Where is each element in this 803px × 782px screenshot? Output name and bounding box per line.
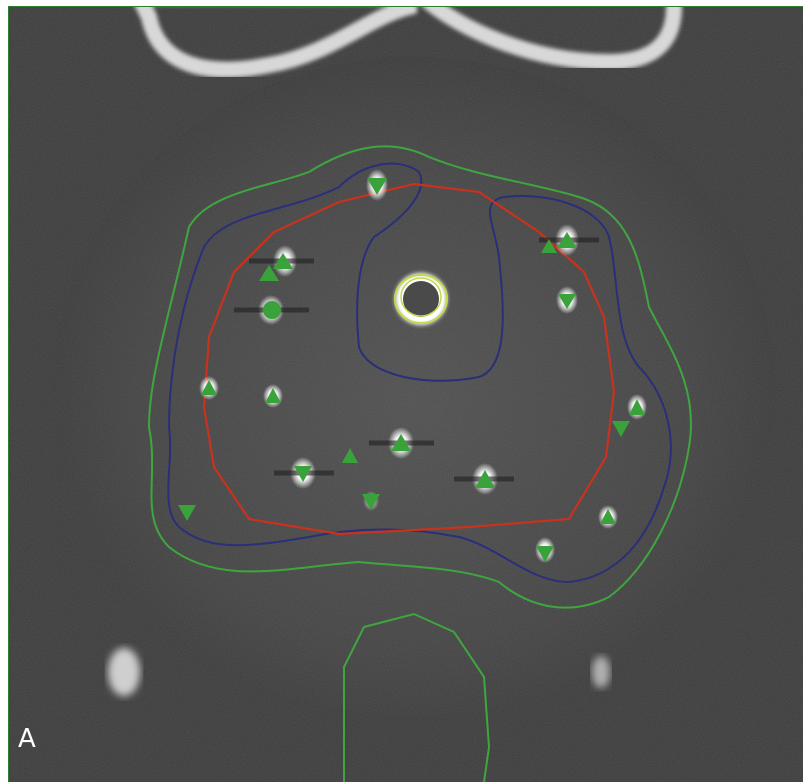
seed-marker-triangle-up-icon xyxy=(629,399,645,415)
outer-green-contour xyxy=(147,145,692,609)
urethra-inner-contour xyxy=(400,277,442,317)
seed-marker-triangle-up-icon xyxy=(259,265,279,281)
seed-marker-triangle-up-icon xyxy=(600,509,616,524)
seed-marker-triangle-down-icon xyxy=(558,294,576,309)
panel-label: A xyxy=(18,724,36,754)
seed-marker-triangle-down-icon xyxy=(294,466,312,482)
seed-marker-triangle-down-icon xyxy=(612,421,630,437)
ct-image-panel xyxy=(8,6,803,782)
seed-marker-triangle-down-icon xyxy=(367,178,387,195)
seed-marker-triangle-up-icon xyxy=(391,434,411,451)
seed-marker-triangle-up-icon xyxy=(265,388,281,403)
seed-marker-circle-icon xyxy=(263,301,281,319)
image-noise xyxy=(9,7,803,782)
seed-markers xyxy=(178,178,645,562)
urethra-lumen xyxy=(403,281,439,317)
seed-marker-triangle-up-icon xyxy=(557,232,577,248)
seed-marker-triangle-up-icon xyxy=(201,380,217,395)
blue-contour xyxy=(167,162,672,584)
bone-arch-left xyxy=(135,7,417,78)
bone-arch-right xyxy=(422,7,682,71)
seed-marker-triangle-down-icon xyxy=(362,494,380,510)
seed-marker-triangle-up-icon xyxy=(541,239,557,253)
rectum-contour xyxy=(343,612,491,782)
bone-fragment-right xyxy=(592,656,610,688)
urethra-contour xyxy=(394,274,448,324)
ct-scan-view xyxy=(9,7,803,782)
red-target-contour xyxy=(202,182,616,536)
seed-marker-triangle-down-icon xyxy=(178,505,196,521)
seed-marker-triangle-up-icon xyxy=(475,470,495,488)
seed-marker-triangle-up-icon xyxy=(342,448,358,463)
seed-marker-triangle-down-icon xyxy=(536,546,554,562)
bone-fragment-left xyxy=(108,648,140,696)
seed-marker-triangle-up-icon xyxy=(273,253,293,269)
